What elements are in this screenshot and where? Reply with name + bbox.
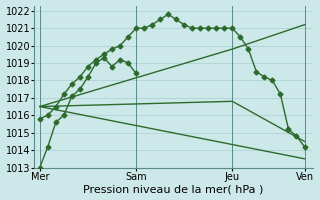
X-axis label: Pression niveau de la mer( hPa ): Pression niveau de la mer( hPa ) xyxy=(83,184,264,194)
